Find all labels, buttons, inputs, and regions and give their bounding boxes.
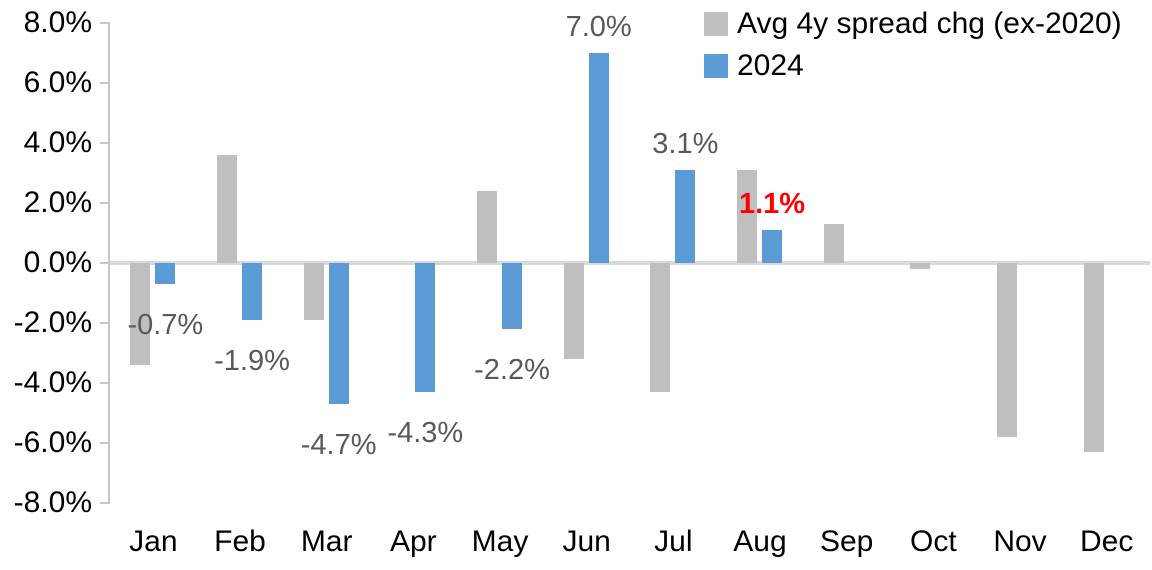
gray-bar-jun xyxy=(563,263,584,359)
blue-bar-aug xyxy=(762,230,782,263)
x-axis-month-label: Apr xyxy=(389,525,437,558)
gray-bar-oct xyxy=(910,263,931,269)
legend-label: Avg 4y spread chg (ex-2020) xyxy=(737,7,1122,40)
gray-bar-feb xyxy=(217,155,237,263)
data-label-mar: -4.7% xyxy=(300,429,377,461)
y-axis-tick-mark xyxy=(100,442,110,444)
x-axis-month-label: Jul xyxy=(654,525,693,558)
gray-bar-jan xyxy=(130,263,151,365)
y-axis-tick-mark xyxy=(100,142,110,144)
gray-bar-aug xyxy=(737,170,757,263)
y-axis-tick-mark xyxy=(100,322,110,324)
y-axis-tick-label: 2.0% xyxy=(23,186,92,219)
gray-bar-may xyxy=(477,191,497,263)
y-axis-tick-mark xyxy=(100,262,110,264)
y-axis-tick-mark xyxy=(100,502,110,504)
x-axis-month-label: Dec xyxy=(1079,525,1134,558)
x-axis-month-label: May xyxy=(471,525,529,558)
y-axis-tick-label: 4.0% xyxy=(23,126,92,159)
y-axis-line xyxy=(108,23,110,503)
y-axis-tick-label: 0.0% xyxy=(23,246,92,279)
data-label-jul: 3.1% xyxy=(652,128,719,160)
blue-bar-jun xyxy=(588,53,609,263)
data-label-may: -2.2% xyxy=(474,354,550,386)
y-axis-tick-label: -4.0% xyxy=(13,366,92,399)
x-axis-month-label: Oct xyxy=(909,525,957,558)
legend-entry-avg-4y-spread: Avg 4y spread chg (ex-2020) xyxy=(704,7,1122,40)
data-label-jan: -0.7% xyxy=(127,309,204,341)
blue-bar-jul xyxy=(675,170,696,263)
x-axis-month-label: Feb xyxy=(214,525,266,558)
data-label-feb: -1.9% xyxy=(214,345,290,377)
y-axis-tick-label: 6.0% xyxy=(23,66,92,99)
blue-bar-feb xyxy=(242,263,262,320)
x-axis-month-label: Aug xyxy=(733,525,787,558)
x-axis-month-label: Jan xyxy=(129,525,178,558)
y-axis-tick-mark xyxy=(100,82,110,84)
blue-bar-mar xyxy=(328,263,349,404)
blue-bar-may xyxy=(502,263,522,329)
data-label-aug: 1.1% xyxy=(738,188,806,220)
blue-bar-jan xyxy=(155,263,176,284)
data-label-apr: -4.3% xyxy=(387,417,464,449)
gray-series-swatch-icon xyxy=(704,12,728,36)
legend-entry-2024: 2024 xyxy=(704,49,1122,82)
y-axis-tick-mark xyxy=(100,22,110,24)
gray-bar-nov xyxy=(997,263,1017,437)
zero-baseline xyxy=(110,261,1150,265)
gray-bar-sep xyxy=(823,224,844,263)
data-label-jun: 7.0% xyxy=(565,11,632,43)
x-axis-month-label: Nov xyxy=(993,525,1047,558)
y-axis-tick-mark xyxy=(100,382,110,384)
y-axis-tick-mark xyxy=(100,202,110,204)
x-axis-month-label: Sep xyxy=(819,525,874,558)
blue-bar-apr xyxy=(415,263,436,392)
legend: Avg 4y spread chg (ex-2020) 2024 xyxy=(704,7,1122,96)
blue-series-swatch-icon xyxy=(704,54,728,78)
gray-bar-dec xyxy=(1083,263,1104,452)
y-axis-tick-label: -2.0% xyxy=(13,306,92,339)
legend-label: 2024 xyxy=(737,49,804,82)
y-axis-tick-label: -6.0% xyxy=(13,426,92,459)
x-axis-month-label: Mar xyxy=(300,525,353,558)
gray-bar-jul xyxy=(650,263,671,392)
gray-bar-mar xyxy=(303,263,324,320)
y-axis-tick-label: -8.0% xyxy=(13,486,92,519)
x-axis-month-label: Jun xyxy=(562,525,611,558)
y-axis-tick-label: 8.0% xyxy=(23,6,92,39)
